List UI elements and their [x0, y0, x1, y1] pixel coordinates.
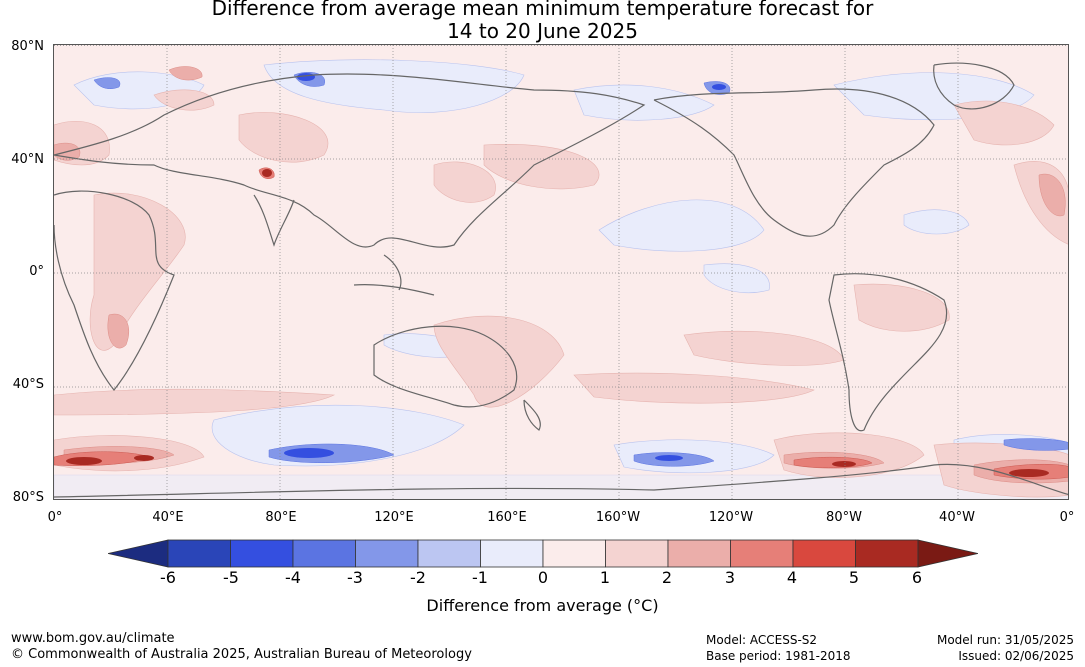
colorbar-label: Difference from average (°C) — [426, 596, 659, 615]
temperature-anomaly-map — [53, 44, 1069, 500]
title-line-1: Difference from average mean minimum tem… — [211, 0, 874, 20]
lat-label-40s: 40°S — [12, 377, 44, 392]
colorbar-cell — [542, 539, 606, 568]
lon-label-40w: 40°W — [939, 510, 975, 525]
footer-copyright: © Commonwealth of Australia 2025, Austra… — [11, 647, 472, 662]
colorbar-cell — [605, 539, 669, 568]
colorbar-cell — [667, 539, 731, 568]
colorbar-tick: -1 — [472, 568, 488, 587]
lon-label-160w: 160°W — [595, 510, 641, 525]
lon-label-160e: 160°E — [487, 510, 527, 525]
colorbar-cell — [167, 539, 231, 568]
lat-label-80n: 80°N — [11, 39, 44, 54]
colorbar-min-extension — [108, 539, 169, 568]
footer-base-period: Base period: 1981-2018 — [706, 649, 851, 663]
colorbar-cell — [417, 539, 481, 568]
lat-label-0: 0° — [29, 264, 44, 279]
colorbar-max-extension — [917, 539, 978, 568]
colorbar-tick: 5 — [848, 568, 860, 587]
colorbar-cell — [355, 539, 419, 568]
colorbar-cell — [292, 539, 356, 568]
lat-label-40n: 40°N — [11, 152, 44, 167]
colorbar — [108, 539, 978, 568]
colorbar-cell — [855, 539, 919, 568]
colorbar-cell — [230, 539, 294, 568]
colorbar-tick: -3 — [347, 568, 363, 587]
colorbar-tick: -4 — [285, 568, 301, 587]
colorbar-tick: -6 — [160, 568, 176, 587]
footer-model: Model: ACCESS-S2 — [706, 633, 818, 647]
lat-label-80s: 80°S — [12, 490, 44, 505]
lon-label-0: 0° — [47, 510, 63, 525]
colorbar-cell — [730, 539, 794, 568]
colorbar-tick: 0 — [537, 568, 549, 587]
footer-model-run: Model run: 31/05/2025 — [936, 633, 1074, 647]
lon-label-80w: 80°W — [826, 510, 862, 525]
colorbar-tick: 3 — [724, 568, 736, 587]
footer-issued: Issued: 02/06/2025 — [958, 649, 1074, 663]
colorbar-tick: 1 — [599, 568, 611, 587]
lon-label-80e: 80°E — [265, 510, 297, 525]
colorbar-tick: -2 — [410, 568, 426, 587]
map-title: Difference from average mean minimum tem… — [0, 0, 1085, 43]
colorbar-tick: 4 — [786, 568, 798, 587]
footer-url: www.bom.gov.au/climate — [11, 631, 175, 646]
colorbar-cell — [480, 539, 544, 568]
colorbar-cell — [792, 539, 856, 568]
colorbar-tick: -5 — [223, 568, 239, 587]
title-line-2: 14 to 20 June 2025 — [447, 19, 638, 43]
lon-label-40e: 40°E — [152, 510, 184, 525]
map-graphic — [54, 45, 1068, 499]
colorbar-tick: 6 — [911, 568, 923, 587]
lon-label-120e: 120°E — [374, 510, 414, 525]
colorbar-tick: 2 — [661, 568, 673, 587]
lon-label-120w: 120°W — [708, 510, 754, 525]
lon-label-0-east: 0° — [1059, 510, 1075, 525]
